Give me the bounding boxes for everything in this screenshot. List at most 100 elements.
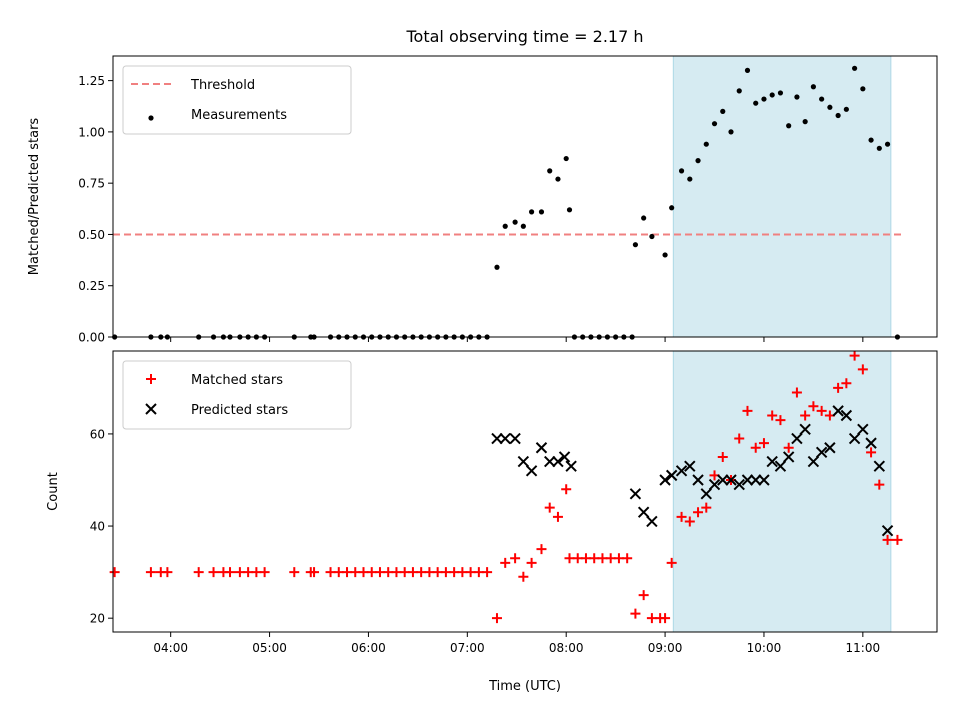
- data-point: [684, 516, 695, 527]
- data-point: [852, 65, 858, 71]
- data-point: [684, 460, 696, 472]
- data-point: [491, 432, 503, 445]
- data-point: [857, 423, 869, 436]
- legend-swatch: [145, 403, 157, 415]
- data-point: [676, 511, 687, 522]
- legend-swatch: [148, 115, 154, 121]
- data-point: [536, 544, 547, 555]
- data-point: [558, 451, 571, 463]
- data-point: [145, 567, 156, 578]
- data-point: [566, 207, 573, 213]
- data-point: [849, 350, 860, 361]
- data-point: [528, 209, 535, 215]
- data-point: [561, 484, 572, 495]
- data-point: [630, 608, 641, 619]
- data-point: [848, 432, 861, 445]
- data-point: [782, 451, 795, 463]
- data-point: [552, 511, 563, 522]
- legend-box: [122, 360, 352, 430]
- x-tick-label: 07:00: [450, 641, 485, 655]
- y-tick-label: 20: [90, 612, 105, 626]
- legend-label: Predicted stars: [191, 403, 288, 418]
- data-point: [815, 446, 828, 459]
- legend-label: Matched stars: [191, 373, 283, 388]
- data-point: [520, 223, 526, 229]
- y-tick-label: 0.50: [78, 228, 105, 242]
- data-point: [225, 567, 236, 578]
- count-panel: 04:00 05:00 06:00 07:00 08:00 09:00 10:00 11:00…: [46, 350, 938, 655]
- shaded-region: [672, 55, 892, 338]
- data-point: [544, 502, 555, 513]
- data-point: [744, 67, 751, 73]
- axes-frame: [112, 350, 938, 633]
- data-point: [692, 474, 704, 486]
- data-point: [835, 112, 841, 119]
- data-point: [807, 455, 820, 468]
- data-point: [761, 96, 767, 102]
- data-point: [632, 242, 639, 248]
- y-tick-label: 40: [90, 520, 105, 534]
- data-point: [109, 567, 120, 578]
- data-point: [678, 168, 685, 174]
- data-point: [750, 442, 761, 453]
- data-point: [259, 567, 270, 578]
- data-point: [708, 478, 721, 491]
- data-point: [662, 252, 668, 258]
- data-point: [162, 567, 173, 578]
- data-point: [518, 571, 529, 582]
- data-point: [783, 442, 794, 453]
- x-tick-label: 09:00: [648, 641, 683, 655]
- data-point: [494, 264, 500, 270]
- data-point: [767, 410, 778, 421]
- data-point: [693, 507, 704, 518]
- data-point: [827, 104, 833, 110]
- data-point: [309, 567, 320, 578]
- data-point: [766, 455, 778, 468]
- data-point: [703, 141, 709, 147]
- data-point: [547, 168, 553, 174]
- data-point: [700, 488, 712, 500]
- data-point: [482, 567, 493, 578]
- data-point: [736, 88, 742, 94]
- data-point: [868, 137, 874, 143]
- data-point: [538, 209, 545, 215]
- data-point: [794, 94, 800, 100]
- data-point: [711, 121, 718, 127]
- data-point: [646, 515, 658, 528]
- data-point: [629, 488, 642, 500]
- data-point: [638, 590, 649, 601]
- data-point: [884, 141, 891, 147]
- data-point: [750, 474, 762, 486]
- series-predicted-stars: [491, 405, 894, 537]
- data-point: [892, 534, 903, 545]
- y-axis-label: Count: [46, 472, 61, 511]
- data-point: [725, 474, 737, 486]
- data-point: [500, 557, 511, 568]
- data-point: [775, 415, 786, 426]
- y-tick-label: 0.75: [78, 177, 105, 191]
- x-tick-label: 06:00: [351, 641, 386, 655]
- data-point: [881, 524, 894, 537]
- data-point: [659, 474, 671, 486]
- data-point: [742, 405, 753, 416]
- data-point: [193, 567, 204, 578]
- data-point: [857, 364, 868, 375]
- y-tick-label: 0.25: [78, 279, 105, 293]
- data-point: [675, 465, 688, 477]
- data-point: [687, 176, 693, 182]
- data-point: [734, 433, 745, 444]
- data-point: [843, 106, 849, 112]
- data-point: [695, 158, 701, 164]
- data-point: [758, 474, 770, 486]
- data-point: [669, 205, 675, 211]
- data-point: [833, 382, 844, 393]
- data-point: [810, 84, 817, 90]
- data-point: [753, 100, 759, 106]
- legend-swatch: [146, 374, 156, 384]
- data-point: [637, 506, 650, 518]
- data-point: [774, 460, 787, 472]
- series-matched-stars: [109, 350, 903, 624]
- data-point: [701, 502, 712, 513]
- data-point: [800, 410, 811, 421]
- data-point: [791, 387, 802, 398]
